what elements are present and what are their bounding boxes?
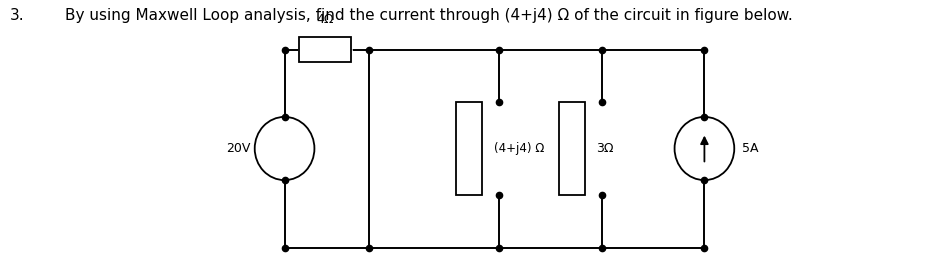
Text: 3.: 3. — [9, 8, 24, 23]
Text: 20V: 20V — [226, 142, 250, 155]
FancyBboxPatch shape — [456, 102, 482, 195]
Text: −: − — [289, 163, 299, 173]
Ellipse shape — [675, 117, 734, 180]
Text: (4+j4) Ω: (4+j4) Ω — [494, 142, 544, 155]
Text: 3Ω: 3Ω — [596, 142, 614, 155]
Text: V: V — [280, 142, 289, 155]
FancyBboxPatch shape — [299, 37, 351, 62]
Text: 4Ω: 4Ω — [316, 13, 333, 26]
Ellipse shape — [255, 117, 314, 180]
Text: +: + — [296, 127, 303, 137]
Text: 5A: 5A — [742, 142, 759, 155]
FancyBboxPatch shape — [559, 102, 585, 195]
Text: By using Maxwell Loop analysis, find the current through (4+j4) Ω of the circuit: By using Maxwell Loop analysis, find the… — [65, 8, 793, 23]
